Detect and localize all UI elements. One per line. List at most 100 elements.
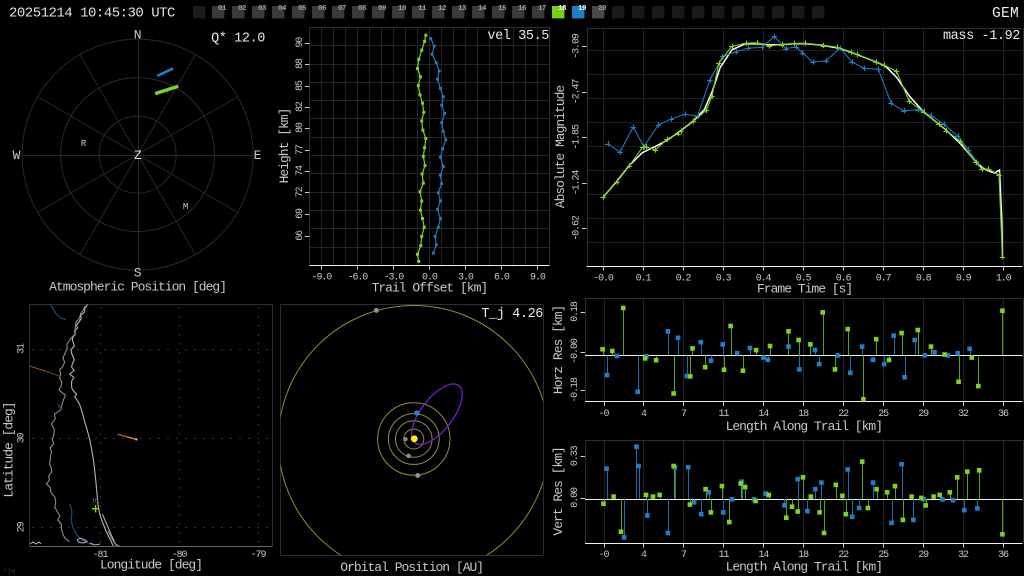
svg-text:16: 16 <box>518 5 527 13</box>
svg-text:-79: -79 <box>251 550 267 561</box>
svg-text:0.00: 0.00 <box>570 487 581 508</box>
svg-text:18: 18 <box>798 409 809 420</box>
svg-text:82: 82 <box>295 101 306 112</box>
svg-text:Orbital Position [AU]: Orbital Position [AU] <box>340 560 483 575</box>
svg-text:16: 16 <box>91 498 98 505</box>
svg-text:6.0: 6.0 <box>494 273 510 284</box>
svg-text:4: 4 <box>641 409 647 420</box>
svg-text:25: 25 <box>878 550 889 561</box>
svg-text:13: 13 <box>458 5 467 13</box>
svg-text:1.0: 1.0 <box>996 274 1012 285</box>
svg-text:17: 17 <box>538 5 546 13</box>
svg-text:-0.00: -0.00 <box>570 338 581 364</box>
svg-text:T_j 4.26: T_j 4.26 <box>481 307 543 322</box>
svg-text:0.8: 0.8 <box>916 274 932 285</box>
svg-text:11: 11 <box>718 550 729 561</box>
svg-text:25: 25 <box>878 409 889 420</box>
svg-text:0.18: 0.18 <box>570 301 581 322</box>
svg-text:Q* 12.0: Q* 12.0 <box>211 32 265 47</box>
svg-text:Horz Res [km]: Horz Res [km] <box>551 306 566 394</box>
svg-text:7: 7 <box>681 409 687 420</box>
svg-text:-9.0: -9.0 <box>312 273 333 284</box>
svg-text:66: 66 <box>295 230 306 241</box>
svg-text:31: 31 <box>17 343 28 354</box>
svg-text:18: 18 <box>558 5 567 13</box>
svg-text:0.9: 0.9 <box>956 274 972 285</box>
svg-text:Length Along Trail [km]: Length Along Trail [km] <box>726 559 882 574</box>
svg-text:W: W <box>13 148 21 163</box>
svg-text:04: 04 <box>278 5 287 13</box>
svg-text:11: 11 <box>418 5 427 13</box>
svg-text:15: 15 <box>498 5 507 13</box>
svg-text:18: 18 <box>798 550 809 561</box>
svg-text:29: 29 <box>918 409 929 420</box>
svg-text:-3.0: -3.0 <box>384 273 405 284</box>
svg-text:07: 07 <box>338 5 346 13</box>
svg-text:vel 35.5: vel 35.5 <box>487 29 549 44</box>
svg-text:-80: -80 <box>172 550 188 561</box>
svg-text:77: 77 <box>295 144 306 155</box>
svg-text:09: 09 <box>378 5 387 13</box>
svg-text:32: 32 <box>958 409 969 420</box>
svg-text:0.4: 0.4 <box>756 274 772 285</box>
svg-text:rjw: rjw <box>4 568 15 575</box>
svg-text:29: 29 <box>17 521 28 532</box>
svg-text:88: 88 <box>295 58 306 69</box>
svg-text:-0.62: -0.62 <box>572 215 583 241</box>
svg-text:85: 85 <box>295 80 306 91</box>
svg-text:0.0: 0.0 <box>422 273 438 284</box>
svg-text:0.2: 0.2 <box>676 274 692 285</box>
svg-text:-0: -0 <box>599 409 610 420</box>
svg-text:Trail Offset [km]: Trail Offset [km] <box>372 281 488 296</box>
svg-text:14: 14 <box>758 409 769 420</box>
svg-text:-6.0: -6.0 <box>348 273 369 284</box>
svg-text:22: 22 <box>838 409 849 420</box>
svg-text:E: E <box>254 148 262 163</box>
svg-text:10: 10 <box>398 5 407 13</box>
svg-text:02: 02 <box>238 5 247 13</box>
svg-text:69: 69 <box>295 208 306 219</box>
svg-text:19: 19 <box>578 5 587 13</box>
svg-text:mass -1.92: mass -1.92 <box>943 29 1020 44</box>
svg-text:3.0: 3.0 <box>458 273 474 284</box>
svg-text:-0.0: -0.0 <box>593 274 614 285</box>
svg-text:Frame Time [s]: Frame Time [s] <box>757 282 852 297</box>
svg-text:Z: Z <box>134 148 142 163</box>
svg-text:0.7: 0.7 <box>876 274 892 285</box>
svg-text:-3.09: -3.09 <box>572 33 583 59</box>
svg-text:N: N <box>134 27 142 42</box>
svg-text:80: 80 <box>295 122 306 133</box>
svg-text:0.33: 0.33 <box>570 445 581 466</box>
svg-text:90: 90 <box>295 37 306 48</box>
svg-text:-0: -0 <box>599 550 610 561</box>
svg-text:06: 06 <box>318 5 327 13</box>
svg-text:-0.18: -0.18 <box>570 377 581 403</box>
svg-text:14: 14 <box>478 5 487 13</box>
svg-text:7: 7 <box>681 550 687 561</box>
svg-text:Atmospheric Position [deg]: Atmospheric Position [deg] <box>49 280 226 295</box>
svg-text:14: 14 <box>758 550 769 561</box>
svg-text:0.3: 0.3 <box>716 274 732 285</box>
svg-text:11: 11 <box>718 409 729 420</box>
svg-text:0.5: 0.5 <box>796 274 812 285</box>
svg-text:05: 05 <box>298 5 307 13</box>
svg-text:20: 20 <box>598 5 607 13</box>
svg-text:22: 22 <box>838 550 849 561</box>
svg-text:S: S <box>134 266 142 281</box>
svg-text:03: 03 <box>258 5 267 13</box>
svg-text:Vert Res [km]: Vert Res [km] <box>551 447 566 535</box>
svg-text:GEM: GEM <box>992 6 1019 22</box>
svg-text:Absolute Magnitude: Absolute Magnitude <box>553 86 568 209</box>
svg-text:-1.24: -1.24 <box>572 170 583 196</box>
svg-text:36: 36 <box>998 409 1009 420</box>
svg-text:12: 12 <box>438 5 447 13</box>
svg-text:74: 74 <box>295 165 306 176</box>
svg-text:4: 4 <box>641 550 647 561</box>
svg-text:M: M <box>183 202 188 212</box>
svg-text:32: 32 <box>958 550 969 561</box>
svg-text:29: 29 <box>918 550 929 561</box>
svg-text:R: R <box>81 139 87 149</box>
svg-text:30: 30 <box>17 432 28 443</box>
svg-text:-1.85: -1.85 <box>572 124 583 150</box>
svg-text:Height [km]: Height [km] <box>277 109 292 184</box>
